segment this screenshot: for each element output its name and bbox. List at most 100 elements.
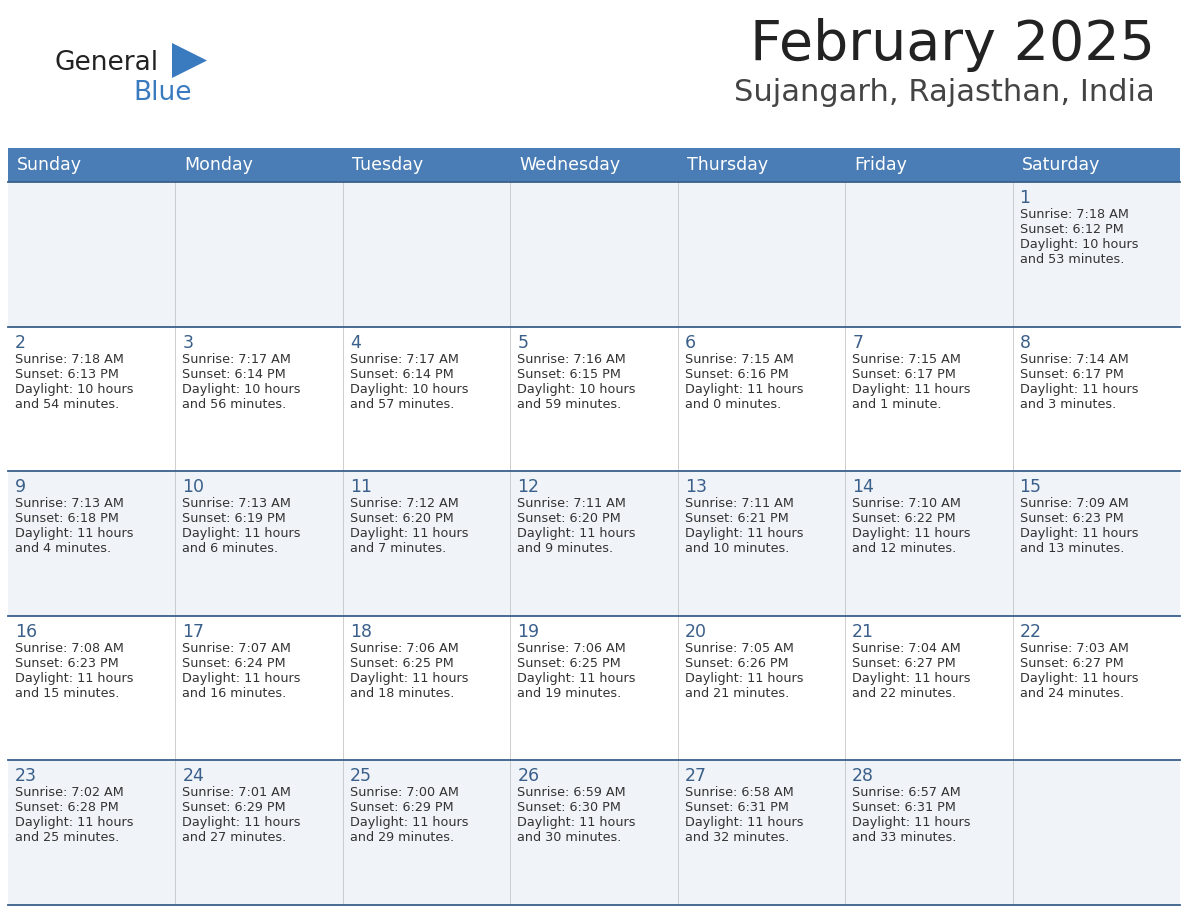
Text: and 18 minutes.: and 18 minutes.: [349, 687, 454, 700]
Text: and 16 minutes.: and 16 minutes.: [183, 687, 286, 700]
Text: Daylight: 11 hours: Daylight: 11 hours: [1019, 527, 1138, 540]
Text: 6: 6: [684, 333, 696, 352]
Text: and 24 minutes.: and 24 minutes.: [1019, 687, 1124, 700]
Text: 1: 1: [1019, 189, 1030, 207]
Text: 20: 20: [684, 622, 707, 641]
Text: and 3 minutes.: and 3 minutes.: [1019, 397, 1116, 410]
Text: Sunset: 6:29 PM: Sunset: 6:29 PM: [183, 801, 286, 814]
Text: Sunset: 6:14 PM: Sunset: 6:14 PM: [183, 367, 286, 381]
Text: Daylight: 11 hours: Daylight: 11 hours: [852, 383, 971, 396]
Text: Sunset: 6:29 PM: Sunset: 6:29 PM: [349, 801, 454, 814]
Text: Sunset: 6:21 PM: Sunset: 6:21 PM: [684, 512, 789, 525]
Text: 7: 7: [852, 333, 864, 352]
Text: Sunset: 6:31 PM: Sunset: 6:31 PM: [852, 801, 956, 814]
Text: Sunset: 6:19 PM: Sunset: 6:19 PM: [183, 512, 286, 525]
Text: Sunset: 6:27 PM: Sunset: 6:27 PM: [1019, 656, 1124, 670]
Text: 3: 3: [183, 333, 194, 352]
Text: Sunset: 6:22 PM: Sunset: 6:22 PM: [852, 512, 956, 525]
Text: 8: 8: [1019, 333, 1030, 352]
Text: Sunrise: 7:03 AM: Sunrise: 7:03 AM: [1019, 642, 1129, 655]
Bar: [8, 327, 1180, 471]
Text: and 15 minutes.: and 15 minutes.: [15, 687, 119, 700]
Text: Sunset: 6:17 PM: Sunset: 6:17 PM: [1019, 367, 1124, 381]
Text: Blue: Blue: [133, 80, 191, 106]
Text: Sunset: 6:13 PM: Sunset: 6:13 PM: [15, 367, 119, 381]
Text: General: General: [55, 50, 159, 76]
Text: Daylight: 11 hours: Daylight: 11 hours: [183, 672, 301, 685]
Text: Daylight: 10 hours: Daylight: 10 hours: [517, 383, 636, 396]
Text: Daylight: 10 hours: Daylight: 10 hours: [15, 383, 133, 396]
Text: Sunrise: 7:16 AM: Sunrise: 7:16 AM: [517, 353, 626, 365]
Bar: [8, 760, 1180, 905]
Text: Sunrise: 7:11 AM: Sunrise: 7:11 AM: [517, 498, 626, 510]
Text: 2: 2: [15, 333, 26, 352]
Text: Daylight: 11 hours: Daylight: 11 hours: [349, 816, 468, 829]
Text: Tuesday: Tuesday: [352, 156, 423, 174]
Text: and 12 minutes.: and 12 minutes.: [852, 543, 956, 555]
Text: Sunrise: 7:06 AM: Sunrise: 7:06 AM: [349, 642, 459, 655]
Text: and 27 minutes.: and 27 minutes.: [183, 832, 286, 845]
Text: Sunset: 6:20 PM: Sunset: 6:20 PM: [517, 512, 621, 525]
Text: February 2025: February 2025: [750, 18, 1155, 72]
Text: and 29 minutes.: and 29 minutes.: [349, 832, 454, 845]
Text: Sunset: 6:12 PM: Sunset: 6:12 PM: [1019, 223, 1124, 236]
Text: and 1 minute.: and 1 minute.: [852, 397, 942, 410]
Text: and 6 minutes.: and 6 minutes.: [183, 543, 278, 555]
Text: Daylight: 11 hours: Daylight: 11 hours: [517, 816, 636, 829]
Text: Sunset: 6:25 PM: Sunset: 6:25 PM: [517, 656, 621, 670]
Text: Daylight: 11 hours: Daylight: 11 hours: [852, 672, 971, 685]
Text: Daylight: 11 hours: Daylight: 11 hours: [852, 527, 971, 540]
Text: Monday: Monday: [184, 156, 253, 174]
Text: Sunrise: 7:00 AM: Sunrise: 7:00 AM: [349, 787, 459, 800]
Text: Daylight: 10 hours: Daylight: 10 hours: [349, 383, 468, 396]
Text: 16: 16: [15, 622, 37, 641]
Text: Sunset: 6:14 PM: Sunset: 6:14 PM: [349, 367, 454, 381]
Text: Daylight: 11 hours: Daylight: 11 hours: [349, 527, 468, 540]
Bar: [8, 148, 1180, 182]
Text: Sunrise: 7:01 AM: Sunrise: 7:01 AM: [183, 787, 291, 800]
Text: Sunrise: 7:11 AM: Sunrise: 7:11 AM: [684, 498, 794, 510]
Text: 24: 24: [183, 767, 204, 786]
Text: 15: 15: [1019, 478, 1042, 497]
Text: Sunset: 6:17 PM: Sunset: 6:17 PM: [852, 367, 956, 381]
Text: 11: 11: [349, 478, 372, 497]
Text: Daylight: 11 hours: Daylight: 11 hours: [183, 527, 301, 540]
Bar: [8, 616, 1180, 760]
Text: Sunset: 6:24 PM: Sunset: 6:24 PM: [183, 656, 286, 670]
Text: Sunrise: 7:17 AM: Sunrise: 7:17 AM: [349, 353, 459, 365]
Text: and 33 minutes.: and 33 minutes.: [852, 832, 956, 845]
Text: 23: 23: [15, 767, 37, 786]
Text: Sunset: 6:28 PM: Sunset: 6:28 PM: [15, 801, 119, 814]
Text: Sunrise: 7:17 AM: Sunrise: 7:17 AM: [183, 353, 291, 365]
Text: and 13 minutes.: and 13 minutes.: [1019, 543, 1124, 555]
Text: 18: 18: [349, 622, 372, 641]
Text: and 30 minutes.: and 30 minutes.: [517, 832, 621, 845]
Text: and 53 minutes.: and 53 minutes.: [1019, 253, 1124, 266]
Text: Sunset: 6:30 PM: Sunset: 6:30 PM: [517, 801, 621, 814]
Text: Daylight: 11 hours: Daylight: 11 hours: [852, 816, 971, 829]
Text: Sunrise: 6:58 AM: Sunrise: 6:58 AM: [684, 787, 794, 800]
Text: and 22 minutes.: and 22 minutes.: [852, 687, 956, 700]
Text: 14: 14: [852, 478, 874, 497]
Text: 19: 19: [517, 622, 539, 641]
Text: Sujangarh, Rajasthan, India: Sujangarh, Rajasthan, India: [734, 78, 1155, 107]
Text: Daylight: 11 hours: Daylight: 11 hours: [684, 527, 803, 540]
Text: Daylight: 11 hours: Daylight: 11 hours: [15, 672, 133, 685]
Text: and 59 minutes.: and 59 minutes.: [517, 397, 621, 410]
Text: Sunday: Sunday: [17, 156, 82, 174]
Text: Sunset: 6:15 PM: Sunset: 6:15 PM: [517, 367, 621, 381]
Text: Sunrise: 7:12 AM: Sunrise: 7:12 AM: [349, 498, 459, 510]
Text: Sunrise: 7:18 AM: Sunrise: 7:18 AM: [1019, 208, 1129, 221]
Text: Sunset: 6:23 PM: Sunset: 6:23 PM: [1019, 512, 1124, 525]
Text: 9: 9: [15, 478, 26, 497]
Text: 26: 26: [517, 767, 539, 786]
Text: and 10 minutes.: and 10 minutes.: [684, 543, 789, 555]
Text: 25: 25: [349, 767, 372, 786]
Text: Sunrise: 6:59 AM: Sunrise: 6:59 AM: [517, 787, 626, 800]
Text: Sunrise: 7:13 AM: Sunrise: 7:13 AM: [183, 498, 291, 510]
Text: Sunset: 6:18 PM: Sunset: 6:18 PM: [15, 512, 119, 525]
Text: Sunrise: 7:10 AM: Sunrise: 7:10 AM: [852, 498, 961, 510]
Text: and 9 minutes.: and 9 minutes.: [517, 543, 613, 555]
Text: Sunrise: 7:15 AM: Sunrise: 7:15 AM: [684, 353, 794, 365]
Text: Daylight: 11 hours: Daylight: 11 hours: [183, 816, 301, 829]
